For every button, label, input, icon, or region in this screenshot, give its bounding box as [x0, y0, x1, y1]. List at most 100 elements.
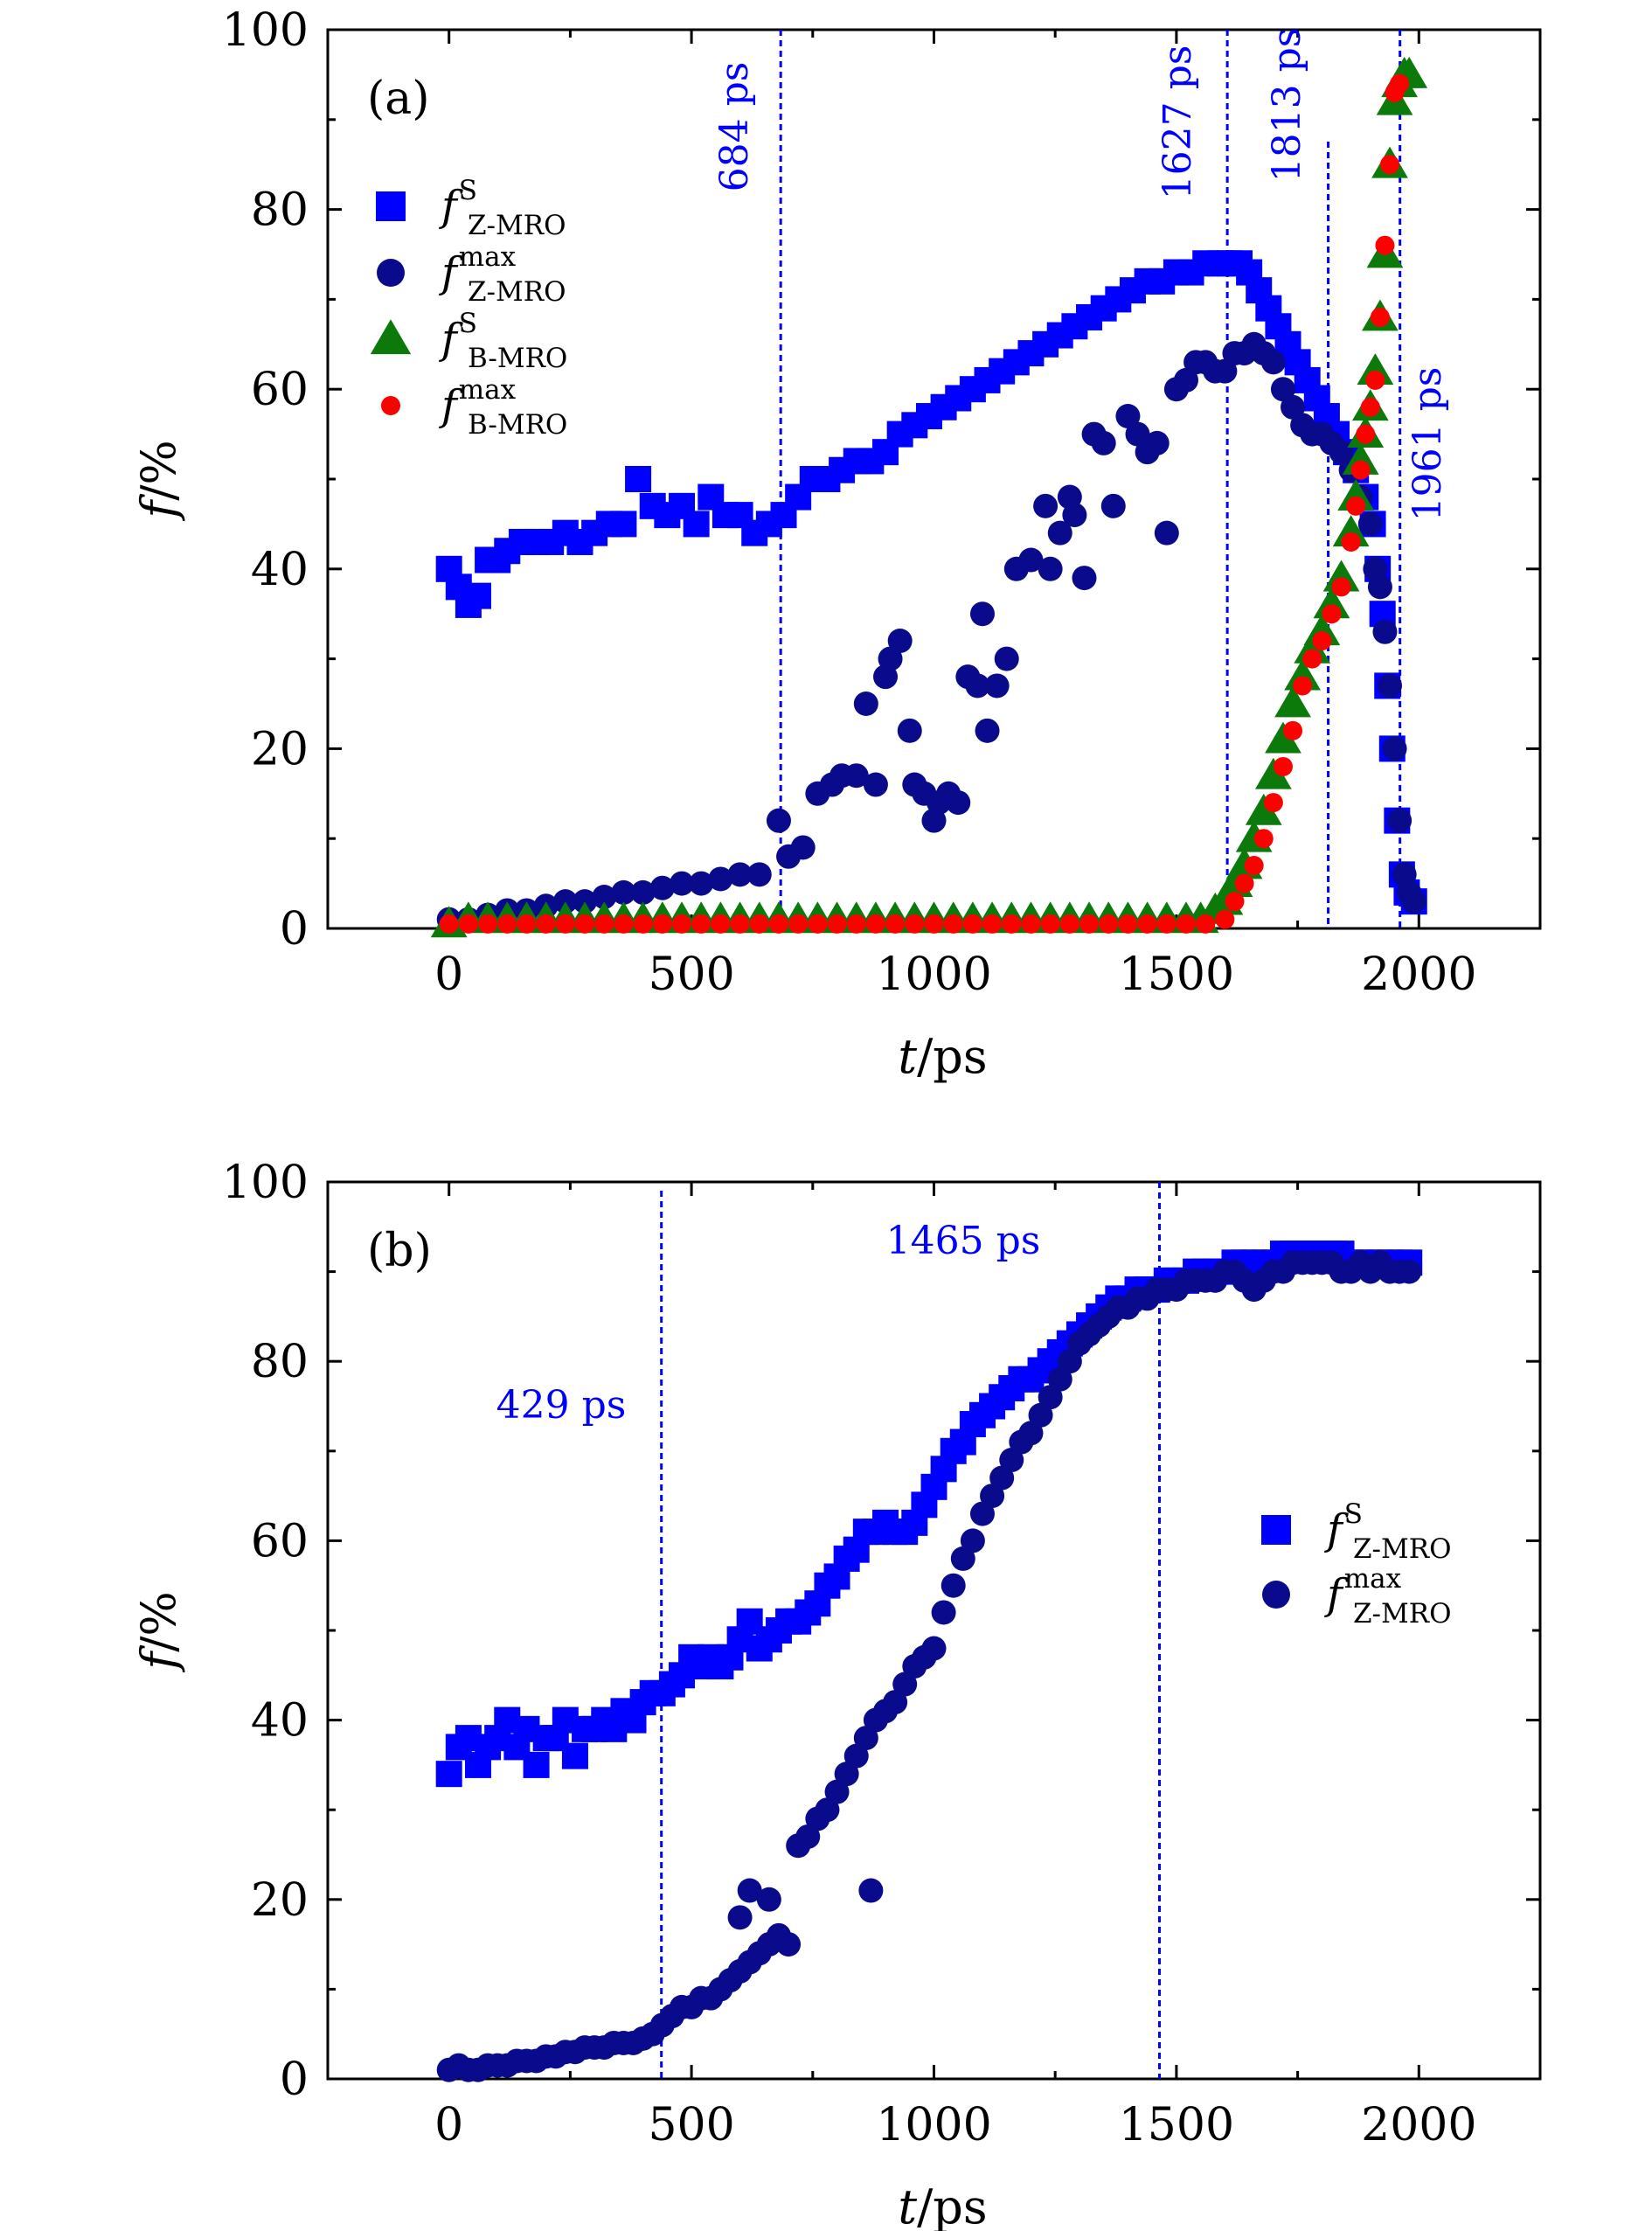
data-point	[1125, 421, 1150, 447]
y-tick-label: 100	[222, 1157, 309, 1209]
data-point	[969, 601, 995, 627]
data-point	[885, 914, 906, 934]
legend-marker	[377, 259, 405, 287]
data-point	[1118, 914, 1138, 934]
data-point	[1047, 1366, 1072, 1392]
data-point	[1378, 673, 1403, 698]
data-point	[1365, 370, 1385, 390]
data-point	[999, 1448, 1024, 1473]
legend-entry: fS B-MRO	[439, 308, 567, 374]
legend-entry: fmax Z-MRO	[1324, 1563, 1452, 1630]
legend-marker	[376, 191, 406, 221]
data-point	[1274, 685, 1311, 718]
data-point	[1154, 520, 1179, 546]
data-point	[887, 629, 913, 654]
data-point	[610, 511, 637, 538]
x-tick-label: 2000	[1361, 2099, 1476, 2151]
data-point	[1072, 566, 1097, 591]
data-point	[1253, 829, 1274, 849]
data-point	[1137, 914, 1157, 934]
data-point	[1047, 520, 1072, 546]
x-tick-label: 2000	[1361, 949, 1476, 1001]
data-point	[931, 1600, 956, 1625]
data-point	[737, 1878, 762, 1903]
data-point	[1245, 793, 1282, 825]
data-point	[517, 914, 537, 934]
data-point	[969, 1501, 995, 1526]
data-point	[464, 582, 491, 609]
x-axis-title: t/ps	[898, 2179, 987, 2231]
data-point	[815, 1797, 840, 1823]
data-point	[497, 914, 517, 934]
x-tick-label: 500	[648, 949, 734, 1001]
data-point	[625, 466, 652, 492]
data-point	[691, 914, 711, 934]
data-point	[943, 914, 963, 934]
series-zmax	[436, 1250, 1422, 2082]
data-point	[1380, 155, 1400, 175]
data-point	[1028, 1402, 1053, 1428]
data-point	[883, 1690, 908, 1715]
data-point	[984, 673, 1010, 698]
data-point	[458, 914, 478, 934]
data-point	[994, 646, 1019, 671]
data-point	[439, 914, 459, 934]
data-point	[1322, 559, 1360, 592]
data-point	[1225, 892, 1245, 912]
data-point	[1382, 736, 1407, 761]
data-point	[592, 885, 617, 910]
data-point	[614, 914, 634, 934]
data-point	[766, 808, 791, 833]
x-tick-label: 1000	[876, 2099, 991, 2151]
data-point	[853, 692, 878, 716]
data-point	[924, 914, 944, 934]
data-point	[1263, 793, 1283, 813]
panel-b: 0 500 1000 1500 2000 0 20 40 60 80 100 t/ps f/% (b) 42…	[131, 1157, 1542, 2231]
data-point	[1350, 460, 1371, 480]
series-zs	[435, 1241, 1423, 1788]
data-point	[962, 914, 982, 934]
data-point	[1196, 914, 1216, 934]
data-point	[727, 862, 753, 887]
x-tick-label: 0	[434, 2099, 463, 2151]
data-point	[1002, 914, 1022, 934]
data-point	[1079, 914, 1100, 934]
data-point	[649, 875, 675, 900]
data-point	[1372, 619, 1398, 644]
data-point	[980, 1484, 1005, 1509]
data-point	[892, 1672, 918, 1697]
data-point	[776, 1932, 802, 1957]
data-point	[1057, 1349, 1082, 1374]
data-point	[1367, 574, 1392, 600]
data-point	[1313, 587, 1350, 619]
data-point	[1322, 604, 1342, 624]
data-point	[552, 889, 578, 914]
data-point	[1091, 430, 1116, 455]
data-point	[1260, 350, 1286, 375]
reference-line-label: 1813 ps	[1265, 28, 1309, 183]
data-point	[824, 1779, 850, 1804]
data-point	[1294, 631, 1331, 664]
legend-marker	[1262, 1581, 1290, 1609]
data-point	[1212, 358, 1238, 384]
data-point	[1281, 394, 1306, 420]
data-point	[768, 914, 788, 934]
panel-label: (a)	[367, 73, 430, 125]
legend-marker	[1261, 1515, 1291, 1545]
panel-a: 0 500 1000 1500 2000 0 20 40 60 80 100 t/ps f/% (a) 68…	[131, 4, 1542, 1084]
data-point	[858, 1878, 884, 1903]
y-tick-label: 80	[251, 1336, 309, 1388]
reference-line-label: 429 ps	[496, 1383, 627, 1428]
plot-frame	[326, 1180, 1542, 2081]
x-tick-label: 1000	[876, 949, 991, 1001]
data-point	[1346, 496, 1366, 516]
reference-line-label: 684 ps	[712, 62, 757, 192]
data-point	[1390, 73, 1410, 94]
data-point	[1038, 556, 1063, 581]
y-axis-title: f/%	[131, 1591, 186, 1673]
legend-entry: fmax B-MRO	[439, 374, 567, 441]
data-point	[1283, 720, 1303, 740]
data-point	[1270, 377, 1295, 402]
